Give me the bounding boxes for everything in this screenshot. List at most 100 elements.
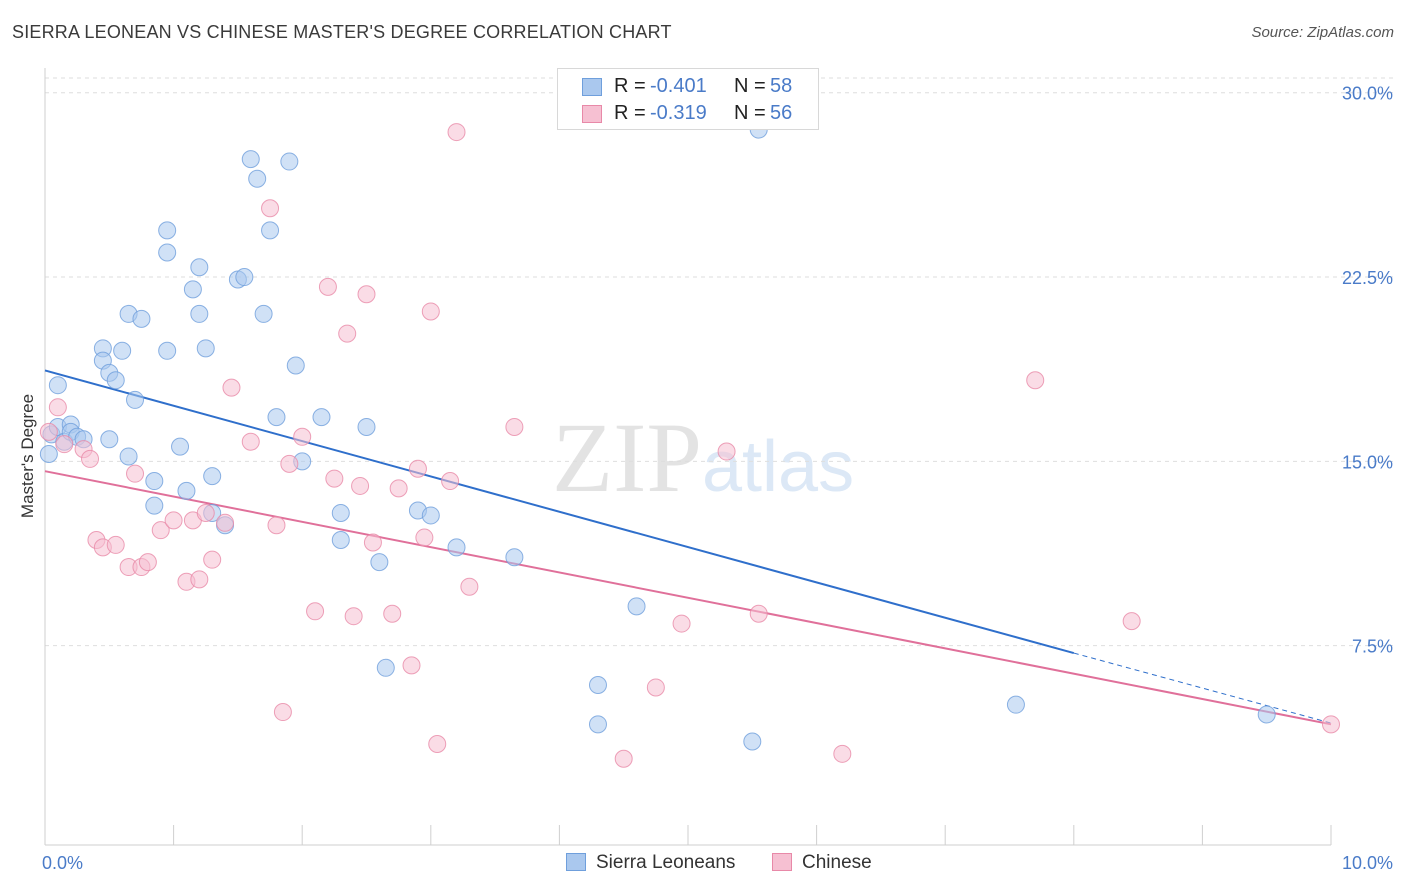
point-sierra-leonean (171, 437, 190, 456)
stats-row-sierra-leoneans: R = -0.401 N = 58 (558, 73, 818, 101)
point-chinese (126, 464, 145, 483)
point-sierra-leonean (331, 503, 350, 522)
legend-swatch-blue (566, 853, 586, 871)
chart-title: SIERRA LEONEAN VS CHINESE MASTER'S DEGRE… (12, 22, 672, 42)
trend-lines (44, 369, 1332, 726)
point-sierra-leonean (190, 304, 209, 323)
point-sierra-leonean (100, 430, 119, 449)
point-chinese (344, 607, 363, 626)
point-sierra-leonean (280, 152, 299, 171)
trend-line-sierra-leoneans-extension (1073, 652, 1332, 724)
point-chinese (138, 553, 157, 572)
y-tick-label: 7.5% (1352, 637, 1393, 657)
point-chinese (241, 432, 260, 451)
point-sierra-leonean (48, 376, 67, 395)
point-chinese (151, 521, 170, 540)
axes (44, 68, 1332, 846)
point-sierra-leonean (588, 715, 607, 734)
stats-row-chinese: R = -0.319 N = 56 (558, 100, 818, 128)
point-chinese (672, 614, 691, 633)
r-value: -0.319 (650, 102, 707, 124)
point-chinese (338, 324, 357, 343)
point-chinese (164, 511, 183, 530)
point-chinese (447, 123, 466, 142)
point-chinese (351, 476, 370, 495)
point-chinese (216, 513, 235, 532)
point-sierra-leonean (370, 553, 389, 572)
point-sierra-leonean (1257, 705, 1276, 724)
point-chinese (749, 604, 768, 623)
point-sierra-leonean (627, 597, 646, 616)
point-chinese (39, 422, 58, 441)
trend-line-sierra-leoneans (44, 369, 1075, 655)
point-sierra-leonean (183, 280, 202, 299)
point-sierra-leonean (145, 472, 164, 491)
point-sierra-leonean (158, 243, 177, 262)
point-chinese (389, 479, 408, 498)
y-axis-label: Master's Degree (18, 393, 37, 519)
point-sierra-leonean (196, 339, 215, 358)
point-sierra-leonean (312, 408, 331, 427)
point-sierra-leonean (261, 221, 280, 240)
point-sierra-leonean (132, 309, 151, 328)
point-sierra-leonean (1006, 695, 1025, 714)
point-chinese (460, 577, 479, 596)
point-sierra-leonean (235, 268, 254, 287)
point-chinese (441, 472, 460, 491)
point-chinese (415, 528, 434, 547)
point-chinese (614, 749, 633, 768)
point-chinese (1322, 715, 1340, 734)
point-chinese (203, 550, 222, 569)
r-label: R = (614, 75, 646, 97)
x-tick-label: 10.0% (1342, 853, 1393, 873)
point-chinese (261, 199, 280, 218)
point-sierra-leonean (248, 169, 267, 188)
legend-swatch-blue (582, 78, 602, 96)
point-sierra-leonean (241, 150, 260, 169)
point-sierra-leonean (203, 467, 222, 486)
point-sierra-leonean (286, 356, 305, 375)
stats-legend: R = -0.401 N = 58 R = -0.319 N = 56 (557, 68, 819, 130)
point-sierra-leonean (113, 341, 132, 360)
n-value: 58 (770, 75, 793, 97)
point-sierra-leonean (331, 531, 350, 550)
point-chinese (402, 656, 421, 675)
point-sierra-leonean (106, 371, 125, 390)
data-points (39, 120, 1340, 768)
legend-label: Chinese (802, 852, 872, 873)
r-value: -0.401 (650, 75, 707, 97)
legend-swatch-pink (772, 853, 792, 871)
point-chinese (717, 442, 736, 461)
point-sierra-leonean (447, 538, 466, 557)
point-sierra-leonean (421, 506, 440, 525)
legend-item-chinese: Chinese (772, 852, 872, 874)
r-label: R = (614, 102, 646, 124)
point-chinese (293, 427, 312, 446)
point-chinese (318, 277, 337, 296)
point-chinese (190, 570, 209, 589)
point-chinese (267, 516, 286, 535)
point-chinese (55, 435, 74, 454)
point-chinese (306, 602, 325, 621)
point-chinese (383, 604, 402, 623)
legend-label: Sierra Leoneans (596, 852, 736, 873)
point-chinese (280, 454, 299, 473)
watermark-atlas: atlas (702, 427, 855, 507)
legend-item-sierra-leoneans: Sierra Leoneans (566, 852, 735, 874)
trend-line-chinese (44, 470, 1332, 726)
point-sierra-leonean (158, 221, 177, 240)
point-chinese (48, 398, 67, 417)
n-label: N = (734, 102, 766, 124)
point-sierra-leonean (254, 304, 273, 323)
legend-swatch-pink (582, 105, 602, 123)
point-sierra-leonean (376, 658, 395, 677)
point-chinese (408, 459, 427, 478)
point-sierra-leonean (357, 417, 376, 436)
point-chinese (505, 417, 524, 436)
y-tick-label: 22.5% (1342, 268, 1393, 288)
x-tick-label: 0.0% (42, 853, 83, 873)
point-sierra-leonean (190, 258, 209, 277)
point-chinese (428, 734, 447, 753)
point-chinese (1026, 371, 1045, 390)
point-chinese (325, 469, 344, 488)
